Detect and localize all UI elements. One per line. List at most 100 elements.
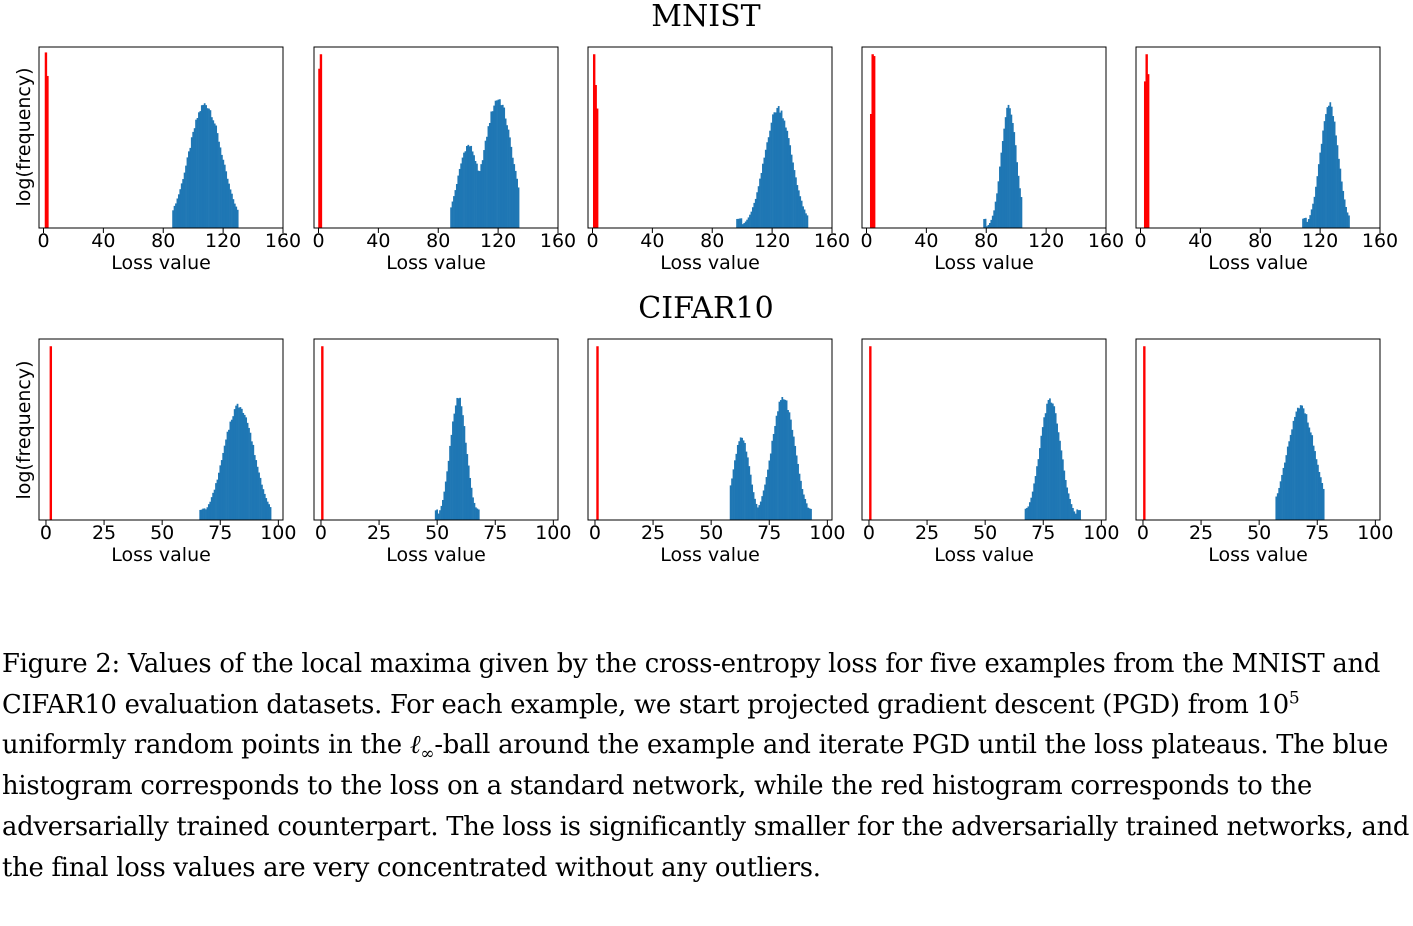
standard-bar [1009, 108, 1011, 228]
standard-bar [216, 133, 219, 228]
x-tick-label: 160 [1362, 230, 1398, 252]
standard-bar [766, 142, 769, 228]
standard-bar [497, 99, 500, 228]
standard-bar [1291, 429, 1293, 520]
adversarial-bar [596, 346, 599, 520]
standard-bar [200, 509, 203, 520]
standard-bar [803, 209, 806, 228]
standard-bar [1343, 199, 1346, 228]
standard-bar [765, 477, 768, 520]
standard-bar [804, 498, 807, 520]
standard-bar [807, 507, 809, 520]
standard-bar [777, 106, 780, 228]
standard-bar [1031, 491, 1034, 520]
standard-bar [1077, 510, 1080, 520]
standard-bar [471, 151, 474, 228]
adversarial-bar [1143, 346, 1146, 520]
x-axis-label: Loss value [386, 544, 486, 566]
standard-bar [233, 203, 236, 228]
x-tick-label: 100 [535, 522, 571, 544]
standard-bar [729, 485, 732, 520]
standard-bar [452, 421, 454, 520]
panel-cifar10-5: 0 25 50 75 100 Loss value [1135, 338, 1393, 566]
standard-bar [468, 146, 471, 228]
standard-bar [175, 203, 177, 228]
x-tick-label: 120 [480, 230, 516, 252]
standard-bar [1306, 221, 1309, 228]
standard-bar [1061, 459, 1064, 520]
x-axis-label: Loss value [111, 544, 211, 566]
standard-bar [454, 405, 457, 520]
x-tick-label: 0 [863, 522, 875, 544]
standard-bar [268, 504, 270, 520]
standard-bar [243, 414, 246, 520]
standard-bar [504, 118, 507, 228]
standard-bar [236, 403, 239, 520]
loss-histogram-figure: MNIST log(frequency) 0 40 80 120 160 Loss value… [13, 0, 1398, 566]
standard-bar [245, 417, 248, 520]
standard-bar [1064, 480, 1067, 520]
standard-bar [215, 125, 218, 228]
x-tick-label: 50 [1247, 522, 1271, 544]
x-tick-label: 40 [914, 230, 938, 252]
adversarial-bar [869, 346, 872, 520]
standard-bar [798, 473, 801, 520]
standard-bar [735, 453, 738, 520]
standard-bar [458, 168, 461, 228]
standard-bar [467, 465, 470, 520]
standard-bar [447, 460, 450, 520]
standard-bar [493, 105, 496, 228]
standard-bar [761, 496, 764, 520]
standard-bar [202, 508, 204, 520]
standard-bar [764, 484, 766, 520]
standard-bar [193, 128, 196, 228]
standard-bar [246, 422, 249, 520]
standard-bar [263, 493, 266, 520]
standard-bar [464, 151, 467, 228]
standard-bar [779, 400, 782, 520]
adversarial-bar [594, 85, 597, 228]
standard-bar [994, 201, 997, 228]
standard-bar [207, 504, 210, 520]
standard-bar [481, 160, 484, 228]
x-tick-label: 40 [91, 230, 115, 252]
standard-bar [750, 211, 753, 228]
standard-bar [1013, 132, 1016, 228]
standard-bar [210, 497, 213, 520]
adversarial-bar [1145, 54, 1148, 228]
standard-bar [242, 412, 245, 520]
standard-bar [213, 489, 216, 520]
standard-bar [759, 178, 761, 228]
standard-bar [460, 163, 463, 228]
standard-bar [240, 408, 243, 520]
standard-bar [1312, 203, 1314, 228]
x-tick-label: 100 [260, 522, 296, 544]
standard-bar [210, 117, 213, 228]
standard-bar [1325, 114, 1327, 228]
standard-bar [509, 137, 511, 228]
adversarial-bar [592, 54, 596, 228]
x-tick-label: 50 [699, 522, 723, 544]
standard-bar [1034, 476, 1037, 520]
standard-bar [182, 179, 185, 228]
adversarial-bar [44, 52, 48, 229]
plot-frame [587, 46, 833, 229]
x-tick-label: 160 [814, 230, 850, 252]
standard-bar [434, 510, 437, 520]
x-tick-label: 80 [426, 230, 450, 252]
standard-bar [1278, 487, 1281, 520]
standard-bar [507, 129, 510, 228]
standard-bar [1307, 422, 1309, 520]
standard-bar [238, 407, 240, 520]
panel-mnist-3: 0 40 80 120 160 Loss value [586, 46, 850, 274]
standard-bar [216, 479, 219, 520]
standard-bar [754, 198, 757, 228]
standard-bar [474, 161, 477, 228]
standard-bar [799, 196, 802, 228]
panel-mnist-5: 0 40 80 120 160 Loss value [1134, 46, 1398, 274]
standard-bar [236, 209, 239, 228]
standard-bar [232, 199, 235, 228]
x-tick-label: 160 [540, 230, 576, 252]
standard-bar [233, 409, 236, 520]
standard-bar [797, 463, 799, 520]
